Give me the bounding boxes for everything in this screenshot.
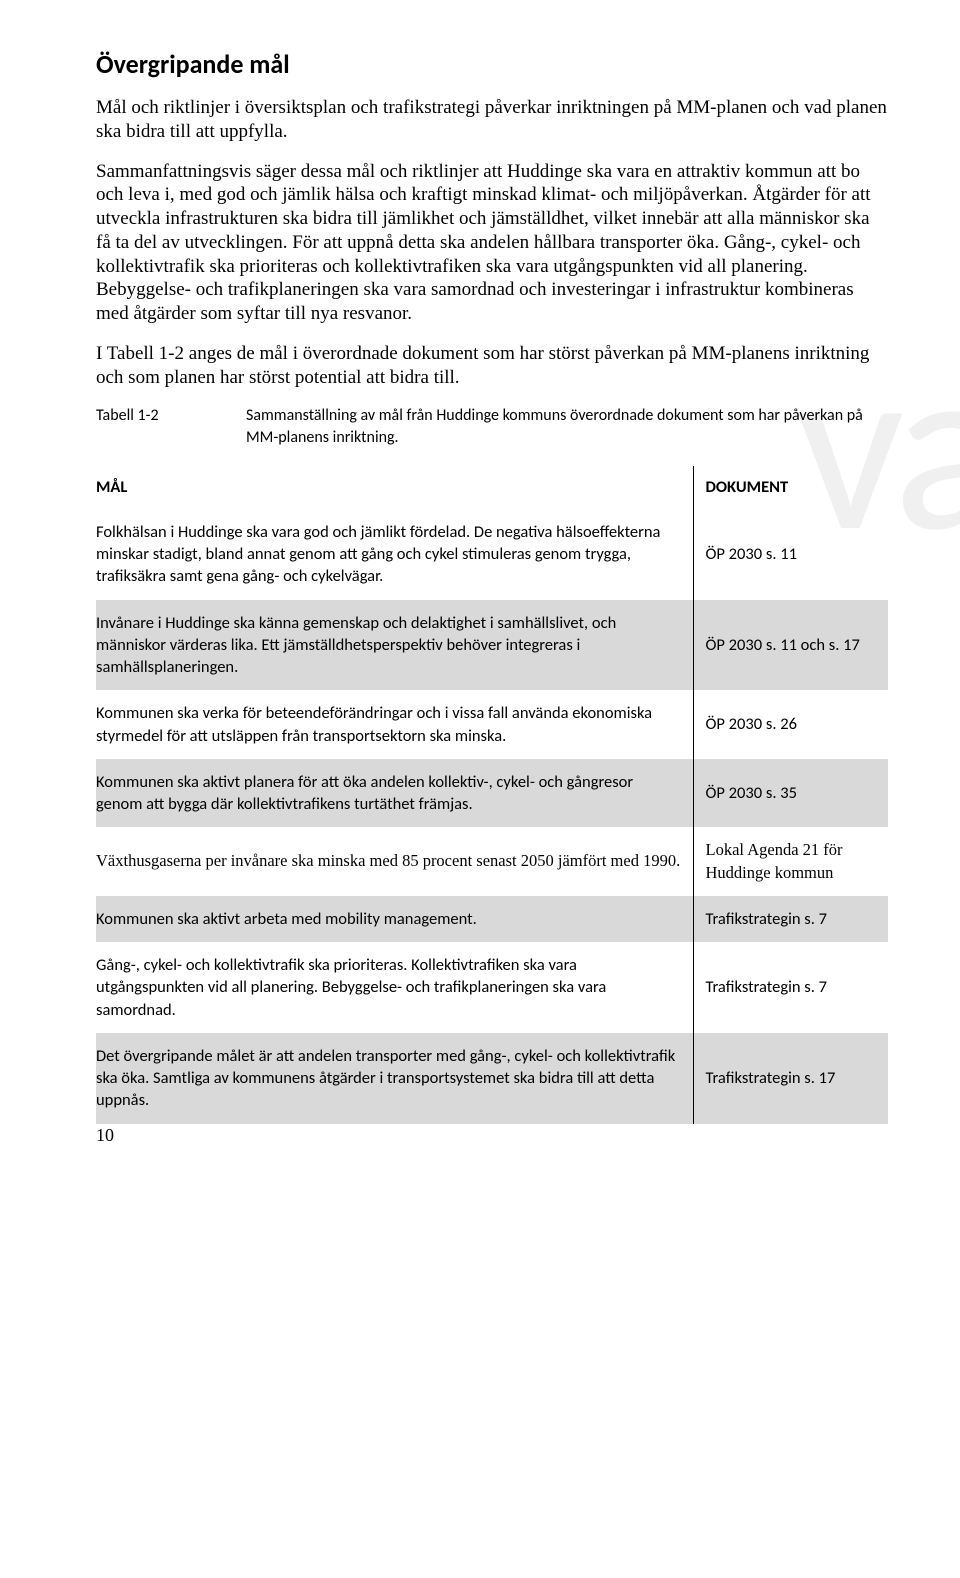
document-cell: ÖP 2030 s. 26 [693,690,888,759]
page-number: 10 [96,1125,114,1146]
document-cell: Trafikstrategin s. 7 [693,942,888,1033]
goal-cell: Växthusgaserna per invånare ska minska m… [96,827,693,896]
table-row: Folkhälsan i Huddinge ska vara god och j… [96,509,888,600]
section-heading: Övergripande mål [96,48,888,80]
column-header-goal: MÅL [96,466,693,508]
table-label: Tabell 1-2 [96,405,246,448]
document-cell: ÖP 2030 s. 11 [693,509,888,600]
table-caption-row: Tabell 1-2 Sammanställning av mål från H… [96,405,888,448]
table-row: Kommunen ska aktivt planera för att öka … [96,759,888,828]
table-row: Invånare i Huddinge ska känna gemenskap … [96,600,888,691]
goal-cell: Invånare i Huddinge ska känna gemenskap … [96,600,693,691]
goal-cell: Gång-, cykel- och kollektivtrafik ska pr… [96,942,693,1033]
goal-cell: Kommunen ska aktivt planera för att öka … [96,759,693,828]
column-header-document: DOKUMENT [693,466,888,508]
document-cell: Trafikstrategin s. 17 [693,1033,888,1124]
goal-cell: Folkhälsan i Huddinge ska vara god och j… [96,509,693,600]
page-content: Övergripande mål Mål och riktlinjer i öv… [96,48,888,1124]
table-row: Växthusgaserna per invånare ska minska m… [96,827,888,896]
document-cell: ÖP 2030 s. 11 och s. 17 [693,600,888,691]
goal-cell: Kommunen ska verka för beteendeförändrin… [96,690,693,759]
table-row: Kommunen ska aktivt arbeta med mobility … [96,896,888,942]
body-paragraph: Sammanfattningsvis säger dessa mål och r… [96,160,888,326]
table-row: Det övergripande målet är att andelen tr… [96,1033,888,1124]
body-paragraph: Mål och riktlinjer i översiktsplan och t… [96,96,888,144]
goal-cell: Kommunen ska aktivt arbeta med mobility … [96,896,693,942]
document-cell: ÖP 2030 s. 35 [693,759,888,828]
goals-table: MÅL DOKUMENT Folkhälsan i Huddinge ska v… [96,466,888,1123]
document-cell: Trafikstrategin s. 7 [693,896,888,942]
table-row: Kommunen ska verka för beteendeförändrin… [96,690,888,759]
document-cell: Lokal Agenda 21 för Huddinge kommun [693,827,888,896]
table-row: Gång-, cykel- och kollektivtrafik ska pr… [96,942,888,1033]
table-caption: Sammanställning av mål från Huddinge kom… [246,405,888,448]
body-paragraph: I Tabell 1-2 anges de mål i överordnade … [96,342,888,390]
goal-cell: Det övergripande målet är att andelen tr… [96,1033,693,1124]
